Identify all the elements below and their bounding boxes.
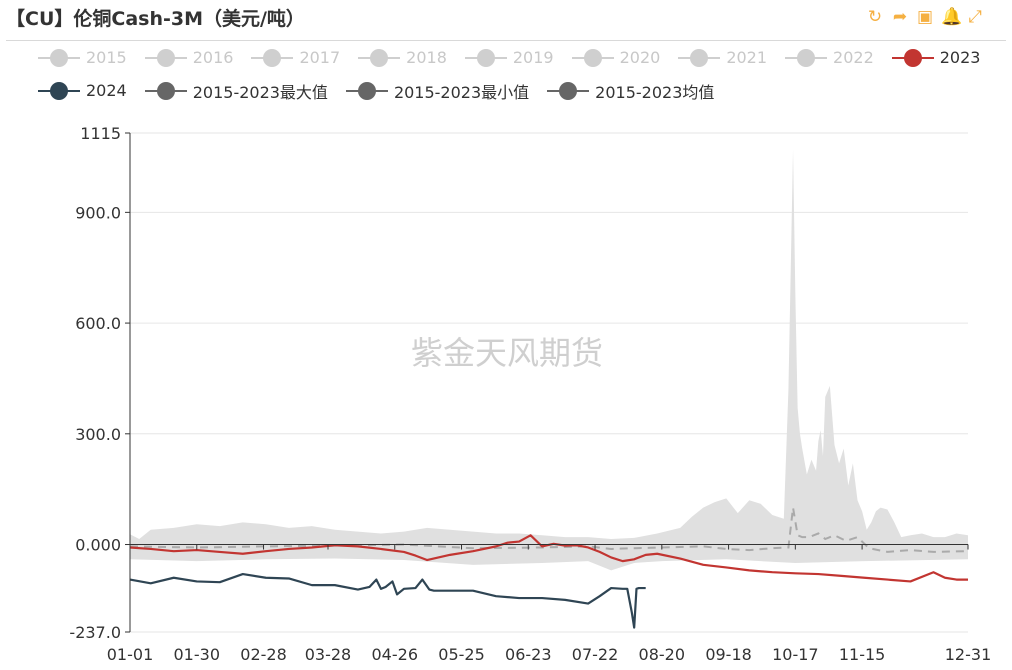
legend-marker-icon <box>38 81 80 101</box>
series-line-mean <box>129 507 969 553</box>
save-image-icon[interactable]: ▣ <box>916 7 934 27</box>
x-tick-label: 01-30 <box>174 645 221 664</box>
x-tick-label: 11-15 <box>839 645 886 664</box>
legend-label: 2017 <box>299 48 341 67</box>
legend-item-2024[interactable]: 2024 <box>38 81 127 101</box>
legend-label: 2019 <box>512 48 554 67</box>
legend-item-2020[interactable]: 2020 <box>571 48 661 68</box>
legend-item-2015[interactable]: 2015 <box>38 48 127 68</box>
range-band-area <box>130 149 968 571</box>
legend-label: 2015 <box>86 48 127 67</box>
x-tick-label: 05-25 <box>438 645 485 664</box>
legend-item-2019[interactable]: 2019 <box>464 48 554 68</box>
y-tick-label: 300.0 <box>75 425 121 444</box>
legend-row: 2015 2016 2017 2018 2019 2020 2021 2022 2023 <box>38 46 981 69</box>
title-divider <box>6 40 1006 41</box>
series-line-2024 <box>129 572 646 629</box>
bell-icon[interactable]: 🔔 <box>941 7 963 27</box>
legend-marker-icon <box>38 48 80 68</box>
x-tick-label: 02-28 <box>240 645 287 664</box>
legend-label: 2022 <box>833 48 874 67</box>
legend-item-2015-2023均值[interactable]: 2015-2023均值 <box>547 79 714 103</box>
y-tick-label: 600.0 <box>75 314 121 333</box>
legend-marker-icon <box>464 48 507 68</box>
x-tick-label: 01-01 <box>107 645 154 664</box>
legend-marker-icon <box>891 48 934 68</box>
legend-label: 2015-2023均值 <box>595 82 715 102</box>
x-tick-label: 06-23 <box>505 645 552 664</box>
legend-item-2021[interactable]: 2021 <box>678 48 767 68</box>
chart-title: 【CU】伦铜Cash-3M（美元/吨） <box>6 8 305 30</box>
x-tick-label: 04-26 <box>372 645 419 664</box>
x-tick-label: 10-17 <box>772 645 819 664</box>
legend-marker-icon <box>358 48 401 68</box>
legend-item-2016[interactable]: 2016 <box>144 48 234 68</box>
legend-item-2018[interactable]: 2018 <box>358 48 447 68</box>
legend-label: 2018 <box>406 48 447 67</box>
legend-item-2017[interactable]: 2017 <box>251 48 340 68</box>
series-line-2023 <box>129 534 968 583</box>
y-tick-label: -237.0 <box>69 623 121 642</box>
x-tick-label: 08-20 <box>639 645 686 664</box>
legend-label: 2024 <box>86 81 127 100</box>
legend-item-2015-2023最大值[interactable]: 2015-2023最大值 <box>144 79 328 103</box>
watermark-text: 紫金天风期货 <box>411 334 603 372</box>
legend-label: 2015-2023最大值 <box>192 82 328 102</box>
legend-marker-icon <box>785 48 828 68</box>
y-tick-label: 900.0 <box>75 203 121 222</box>
chart-legend: 2015 2016 2017 2018 2019 2020 2021 2022 2023 2024… <box>38 46 981 112</box>
x-tick-label: 03-28 <box>305 645 352 664</box>
legend-marker-icon <box>345 81 388 101</box>
y-tick-label: 1115 <box>80 124 121 143</box>
fullscreen-icon[interactable]: ⤢ <box>968 7 982 27</box>
legend-item-2023[interactable]: 2023 <box>891 48 981 68</box>
legend-marker-icon <box>251 48 294 68</box>
legend-marker-icon <box>571 48 614 68</box>
x-tick-label: 07-22 <box>572 645 619 664</box>
y-tick-label: 0.000 <box>75 536 121 555</box>
share-icon[interactable]: ➦ <box>892 7 908 27</box>
legend-marker-icon <box>547 81 590 101</box>
x-tick-label: 12-31 <box>945 645 992 664</box>
refresh-icon[interactable]: ↻ <box>867 7 883 27</box>
legend-item-2022[interactable]: 2022 <box>785 48 874 68</box>
legend-label: 2021 <box>726 48 768 67</box>
legend-label: 2015-2023最小值 <box>393 82 530 102</box>
legend-label: 2020 <box>619 48 661 67</box>
legend-item-2015-2023最小值[interactable]: 2015-2023最小值 <box>345 79 530 103</box>
legend-label: 2016 <box>192 48 234 67</box>
x-tick-label: 09-18 <box>705 645 752 664</box>
chart-toolbox: ↻ ➦ ▣ 🔔 ⤢ <box>866 8 984 26</box>
legend-row: 2024 2015-2023最大值 2015-2023最小值 2015-2023均值 <box>38 79 978 102</box>
legend-marker-icon <box>678 48 721 68</box>
legend-marker-icon <box>144 81 187 101</box>
legend-marker-icon <box>144 48 187 68</box>
legend-label: 2023 <box>939 48 981 67</box>
